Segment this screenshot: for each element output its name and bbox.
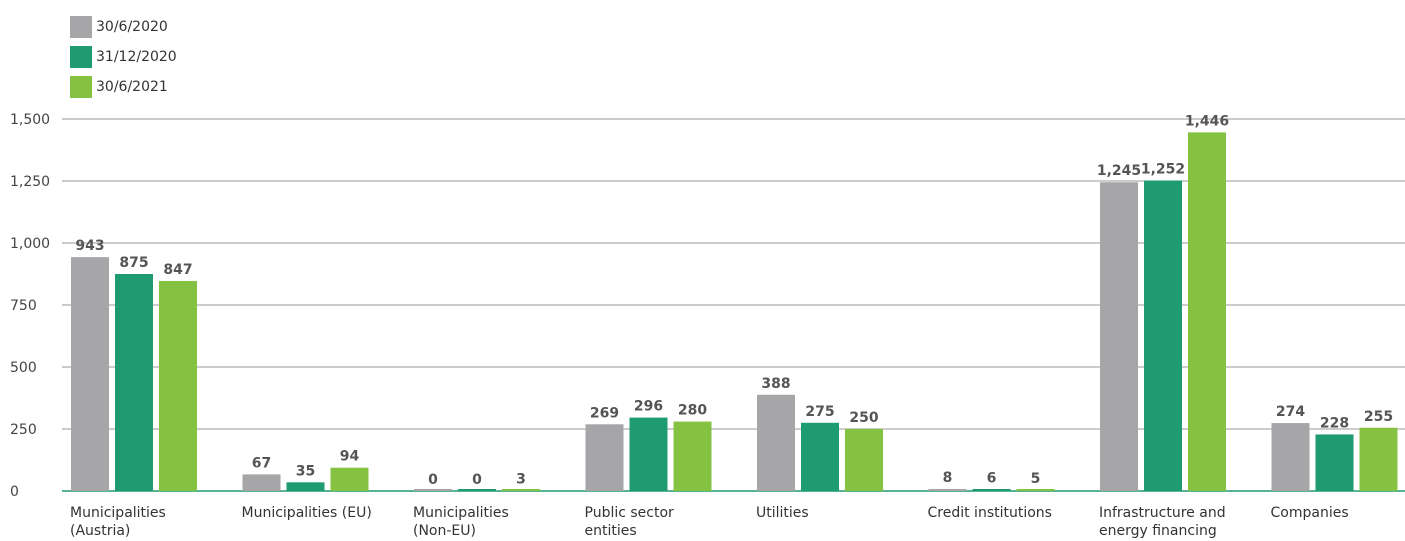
data-label: 1,245: [1097, 163, 1141, 179]
legend-swatch-series-1: [70, 16, 92, 38]
legend-swatch-series-3: [70, 76, 92, 98]
data-label: 3: [516, 471, 526, 487]
data-label: 67: [252, 455, 271, 471]
data-label: 275: [805, 404, 834, 420]
bar: [115, 274, 153, 491]
bar: [673, 421, 712, 491]
bar: [629, 417, 668, 491]
y-tick-label: 250: [10, 422, 37, 438]
bar: [286, 482, 325, 491]
x-category-label: Municipalities (EU): [242, 505, 372, 521]
bar: [1100, 182, 1138, 492]
legend: 30/6/2020 31/12/2020 30/6/2021: [70, 12, 177, 102]
x-category-label-line: entities: [585, 523, 637, 539]
data-label: 35: [296, 463, 315, 479]
legend-item-series-3: 30/6/2021: [70, 72, 177, 102]
x-category-label: Utilities: [756, 505, 809, 521]
x-category-label-line: Credit institutions: [928, 505, 1052, 521]
data-label: 6: [987, 471, 997, 487]
x-category-label: Public sector entities: [585, 505, 675, 539]
data-label: 280: [678, 403, 707, 419]
bar: [1271, 423, 1310, 491]
data-label: 255: [1364, 409, 1393, 425]
data-label: 847: [163, 262, 192, 278]
x-category-label-line: Public sector: [585, 505, 675, 521]
data-label: 274: [1276, 404, 1305, 420]
data-label: 250: [849, 410, 878, 426]
y-tick-label: 500: [10, 360, 37, 376]
x-category-label: Municipalities (Non-EU): [413, 505, 509, 539]
x-category-label-line: Utilities: [756, 505, 809, 521]
bar: [801, 422, 839, 491]
data-label: 875: [119, 255, 148, 271]
x-category-label: Municipalities (Austria): [70, 505, 166, 539]
x-category-label: Companies: [1271, 505, 1349, 521]
bar: [242, 474, 281, 491]
data-label: 1,252: [1141, 162, 1185, 178]
y-tick-label: 1,000: [10, 236, 50, 252]
legend-label-series-2: 31/12/2020: [96, 49, 177, 65]
y-tick-label: 1,500: [10, 112, 50, 128]
bar: [330, 467, 369, 491]
data-label: 0: [472, 472, 482, 488]
legend-item-series-1: 30/6/2020: [70, 12, 177, 42]
y-tick-label: 1,250: [10, 174, 50, 190]
data-label: 94: [340, 449, 360, 465]
y-tick-label: 0: [10, 484, 19, 500]
bar: [1359, 427, 1398, 491]
bar: [159, 280, 197, 491]
x-category-label-line: Companies: [1271, 505, 1349, 521]
legend-item-series-2: 31/12/2020: [70, 42, 177, 72]
x-category-label-line: Municipalities: [413, 505, 509, 521]
data-label: 228: [1320, 415, 1349, 431]
data-label: 943: [75, 238, 104, 254]
x-category-label-line: (Austria): [70, 523, 130, 539]
legend-label-series-3: 30/6/2021: [96, 79, 168, 95]
x-category-label-line: Municipalities: [70, 505, 166, 521]
data-label: 0: [428, 472, 438, 488]
bar: [845, 429, 883, 491]
bar: [1188, 132, 1226, 491]
legend-swatch-series-2: [70, 46, 92, 68]
x-category-label: Credit institutions: [928, 505, 1052, 521]
bar: [972, 489, 1011, 491]
x-category-label-line: energy financing: [1099, 523, 1217, 539]
bar: [1315, 434, 1354, 491]
bar: [1144, 180, 1182, 491]
x-category-label: Infrastructure and energy financing: [1099, 505, 1226, 539]
data-label: 8: [943, 470, 953, 486]
bar: [1016, 489, 1055, 491]
data-label: 296: [634, 399, 663, 415]
bar: [414, 489, 452, 491]
x-category-label-line: (Non-EU): [413, 523, 476, 539]
bar: [757, 394, 795, 491]
bar: [71, 257, 109, 491]
bar: [928, 489, 967, 491]
bar: [585, 424, 624, 491]
legend-label-series-1: 30/6/2020: [96, 19, 168, 35]
data-label: 269: [590, 405, 619, 421]
y-tick-label: 750: [10, 298, 37, 314]
data-label: 388: [761, 376, 790, 392]
data-label: 5: [1031, 471, 1041, 487]
bar: [502, 489, 540, 491]
x-category-label-line: Infrastructure and: [1099, 505, 1226, 521]
data-label: 1,446: [1185, 113, 1229, 129]
x-category-label-line: Municipalities (EU): [242, 505, 372, 521]
bar: [458, 489, 496, 491]
